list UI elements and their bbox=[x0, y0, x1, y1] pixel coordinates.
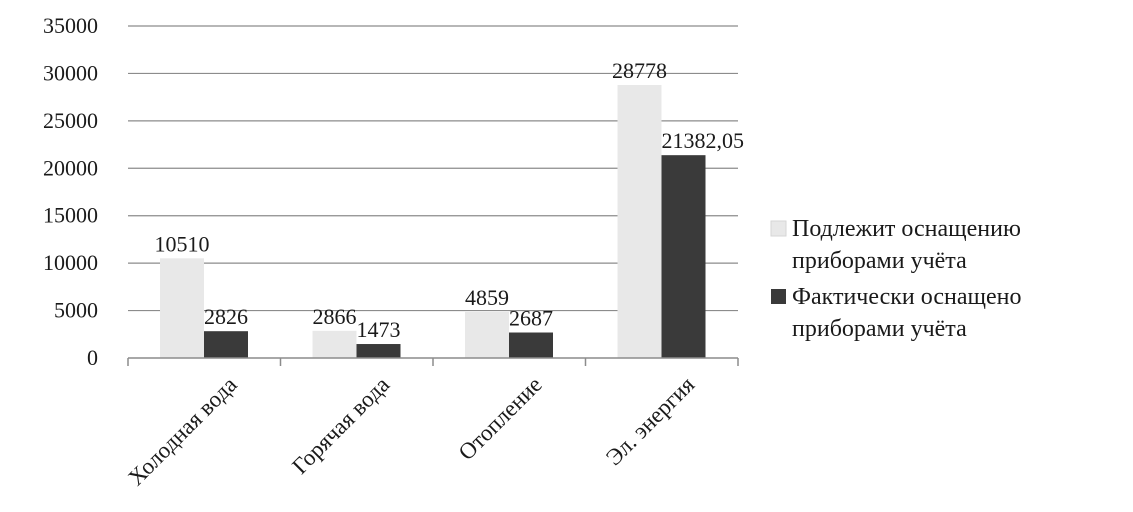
bar-actual bbox=[661, 155, 706, 358]
y-tick-label: 0 bbox=[87, 345, 98, 370]
data-label: 2866 bbox=[313, 304, 357, 329]
y-tick-label: 30000 bbox=[43, 60, 98, 85]
data-label: 1473 bbox=[357, 317, 401, 342]
data-label: 21382,05 bbox=[662, 128, 745, 153]
y-axis-tick-labels: 0 5000 10000 15000 20000 25000 30000 35000 bbox=[43, 13, 98, 370]
legend: Подлежит оснащению приборами учёта Фактиче… bbox=[770, 216, 1022, 342]
category-label: Холодная вода bbox=[123, 372, 242, 491]
data-label: 10510 bbox=[155, 231, 210, 256]
legend-swatch bbox=[770, 220, 787, 237]
bar-planned bbox=[617, 85, 662, 358]
data-label: 2687 bbox=[509, 306, 553, 331]
bar-planned bbox=[312, 330, 357, 358]
gridlines bbox=[128, 25, 738, 312]
y-tick-label: 35000 bbox=[43, 13, 98, 38]
bar-actual bbox=[204, 331, 248, 358]
bar-planned bbox=[465, 311, 509, 358]
bars bbox=[160, 85, 706, 358]
y-tick-label: 25000 bbox=[43, 108, 98, 133]
legend-label: Подлежит оснащению bbox=[792, 216, 1021, 242]
data-label: 4859 bbox=[465, 285, 509, 310]
x-axis-category-labels: Холодная вода Горячая вода Отопление Эл. эн… bbox=[123, 372, 699, 491]
data-label: 28778 bbox=[612, 58, 667, 83]
x-axis bbox=[127, 357, 739, 366]
y-tick-label: 20000 bbox=[43, 155, 98, 180]
category-label: Эл. энергия bbox=[601, 372, 700, 471]
legend-label: приборами учёта bbox=[792, 316, 967, 342]
legend-label: приборами учёта bbox=[792, 248, 967, 274]
bar-actual bbox=[509, 332, 553, 358]
data-label: 2826 bbox=[204, 304, 248, 329]
legend-label: Фактически оснащено bbox=[792, 284, 1022, 310]
y-tick-label: 10000 bbox=[43, 250, 98, 275]
y-tick-label: 5000 bbox=[54, 298, 98, 323]
legend-swatch bbox=[771, 289, 786, 304]
category-label: Отопление bbox=[454, 372, 547, 465]
y-tick-label: 15000 bbox=[43, 203, 98, 228]
category-label: Горячая вода bbox=[287, 372, 394, 479]
bar-planned bbox=[160, 258, 204, 358]
bar-actual bbox=[356, 344, 401, 358]
data-labels: 10510 2866 4859 28778 2826 1473 2687 21382,05 bbox=[155, 58, 745, 342]
